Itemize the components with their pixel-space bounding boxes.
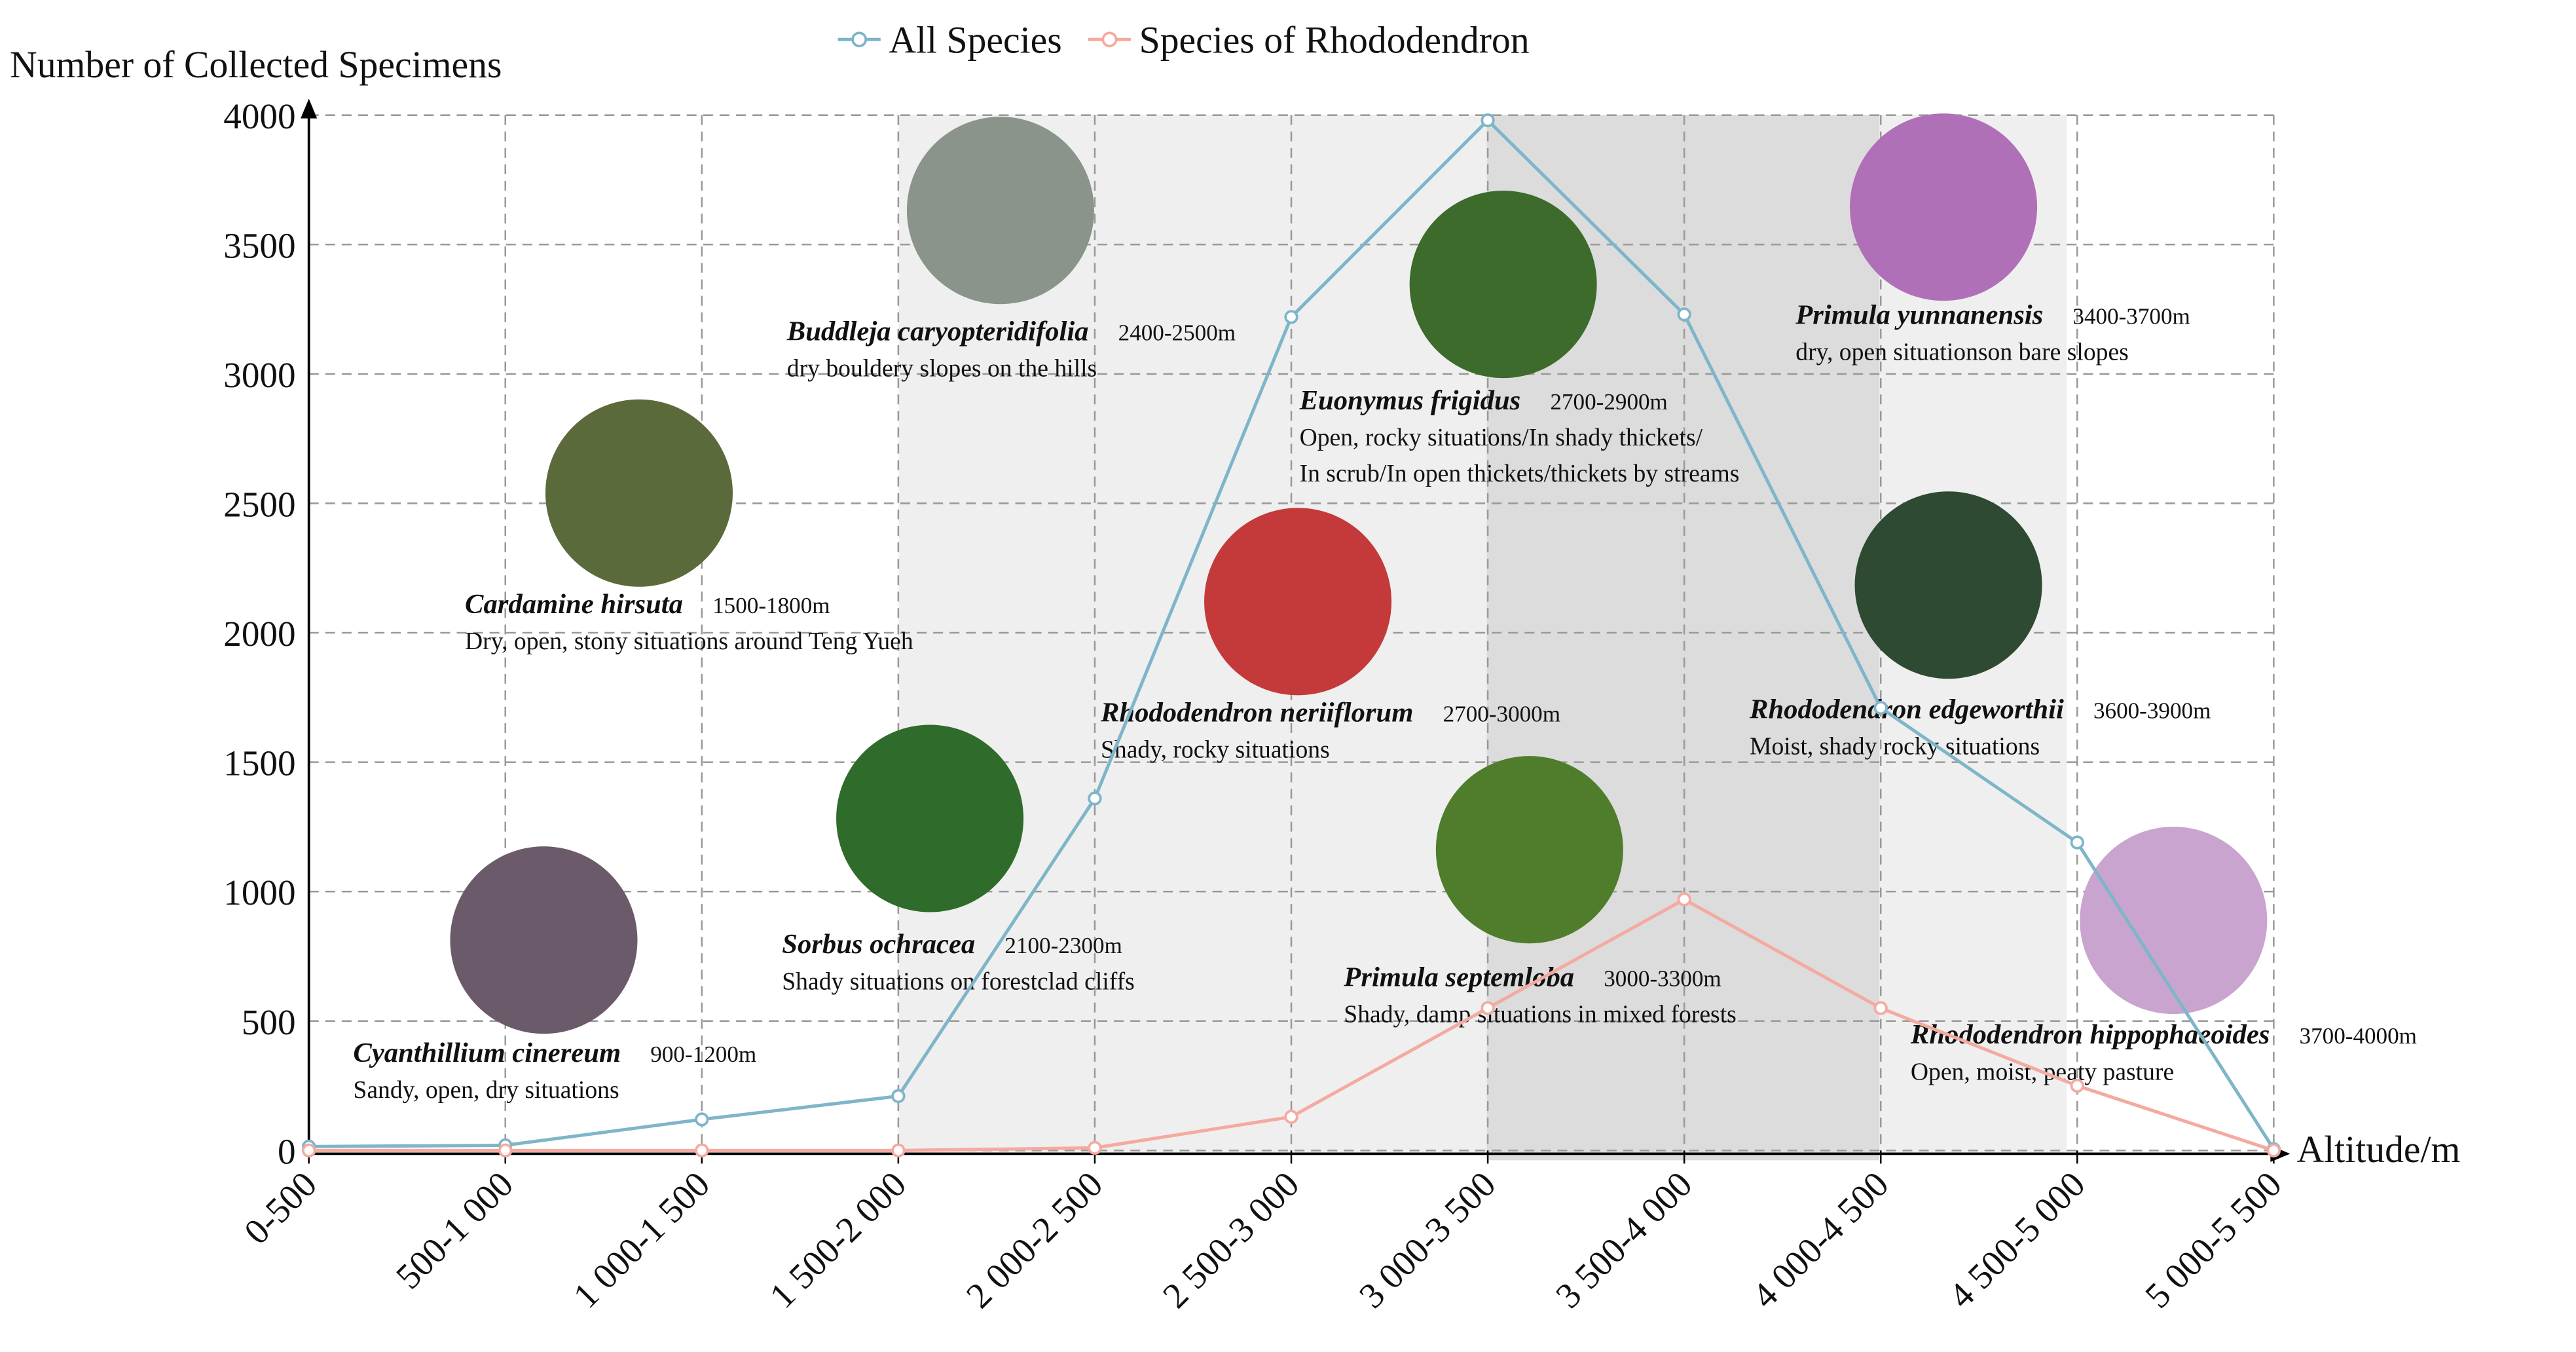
legend-marker (1101, 31, 1118, 48)
point (891, 1089, 906, 1104)
x-tick-label: 1 500-2 000 (762, 1164, 914, 1316)
y-tick-label: 2500 (223, 485, 295, 525)
point (1677, 307, 1691, 322)
x-tick-label: 2 500-3 000 (1155, 1164, 1307, 1316)
x-tick-label: 500-1 000 (388, 1164, 521, 1296)
altitude-range: 2400-2500m (1118, 320, 1236, 345)
species-name: Rhododendron neriiflorum (1100, 697, 1413, 728)
point (1088, 1140, 1102, 1155)
x-tick-label: 4 000-4 500 (1744, 1164, 1896, 1316)
y-tick-label: 0 (278, 1131, 296, 1171)
point (498, 1143, 513, 1157)
x-tick-label: 3 500-4 000 (1548, 1164, 1700, 1316)
y-tick-label: 1000 (223, 873, 295, 912)
habitat: Shady situations on forestclad cliffs (782, 967, 1135, 995)
habitat: Shady, damp situations in mixed forests (1344, 1001, 1737, 1028)
habitat: Moist, shady rocky situations (1750, 733, 2040, 761)
habitat: Sandy, open, dry situations (353, 1076, 619, 1104)
x-tick-label: 0-500 (236, 1164, 324, 1252)
plant-photo (836, 724, 1024, 912)
plant-photo (545, 399, 733, 587)
habitat: dry, open situationson bare slopes (1795, 339, 2129, 366)
x-tick-label: 2 000-2 500 (959, 1164, 1111, 1316)
y-arrow (301, 98, 318, 119)
x-tick-label: 1 000-1 500 (566, 1164, 718, 1316)
x-tick-label: 3 000-3 500 (1352, 1164, 1503, 1316)
habitat: Shady, rocky situations (1101, 736, 1330, 764)
legend-marker (851, 31, 868, 48)
y-tick-label: 3000 (223, 355, 295, 395)
habitat: dry bouldery slopes on the hills (787, 355, 1097, 383)
altitude-range: 1500-1800m (712, 593, 830, 618)
point (1088, 791, 1102, 806)
y-tick-label: 1500 (223, 743, 295, 783)
species-name: Sorbus ochracea (782, 929, 975, 960)
point (2070, 835, 2084, 850)
point (2266, 1143, 2281, 1157)
plant-photo (1850, 113, 2038, 301)
point (1677, 892, 1691, 907)
x-tick-label: 4 500-5 000 (1941, 1164, 2093, 1316)
y-axis-label: Number of Collected Specimens (10, 45, 502, 86)
plant-photo (1204, 508, 1392, 696)
species-name: Euonymus frigidus (1299, 385, 1521, 416)
plant-photo (1435, 756, 1623, 944)
altitude-range: 3600-3900m (2093, 698, 2211, 723)
point (302, 1143, 316, 1157)
point (1284, 310, 1298, 324)
point (695, 1112, 709, 1127)
species-name: Cardamine hirsuta (465, 589, 683, 620)
point (891, 1143, 906, 1157)
point (1481, 1001, 1495, 1015)
y-tick-label: 2000 (223, 614, 295, 654)
plant-photo (1854, 491, 2042, 679)
x-axis-label: Altitude/m (2296, 1129, 2460, 1171)
point (2070, 1078, 2084, 1093)
habitat: Dry, open, stony situations around Teng … (465, 628, 913, 655)
x-tick-label: 5 000-5 500 (2137, 1164, 2289, 1316)
legend-label: Species of Rhododendron (1139, 20, 1530, 61)
altitude-range: 3400-3700m (2072, 303, 2190, 329)
y-tick-label: 4000 (223, 96, 295, 136)
legend-label: All Species (889, 20, 1061, 61)
altitude-range: 3700-4000m (2300, 1023, 2417, 1049)
altitude-range: 2700-3000m (1443, 701, 1560, 726)
point (1284, 1110, 1298, 1124)
plant-photo (906, 117, 1094, 305)
plant-photo (2080, 827, 2268, 1015)
species-name: Rhododendron hippophaeoides (1910, 1019, 2270, 1050)
habitat: Open, rocky situations/In shady thickets… (1300, 424, 1703, 451)
plant-photo (1409, 191, 1597, 379)
species-name: Buddleja caryopteridifolia (786, 316, 1089, 347)
point (1481, 113, 1495, 128)
y-tick-label: 3500 (223, 225, 295, 265)
altitude-range: 3000-3300m (1604, 966, 1721, 991)
species-name: Cyanthillium cinereum (353, 1038, 621, 1068)
point (1873, 1001, 1888, 1015)
species-name: Rhododendron edgeworthii (1749, 694, 2064, 724)
plant-photo (450, 846, 638, 1034)
point (1873, 700, 1888, 715)
legend-item: All Species (837, 20, 1062, 61)
altitude-range: 2100-2300m (1004, 933, 1122, 958)
habitat: In scrub/In open thickets/thickets by st… (1300, 460, 1740, 487)
species-name: Primula septemloba (1343, 962, 1574, 992)
altitude-range: 2700-2900m (1550, 389, 1667, 415)
point (695, 1143, 709, 1157)
legend-item: Species of Rhododendron (1088, 20, 1530, 61)
species-name: Primula yunnanensis (1795, 299, 2043, 330)
y-tick-label: 500 (242, 1002, 296, 1042)
altitude-range: 900-1200m (650, 1042, 756, 1067)
